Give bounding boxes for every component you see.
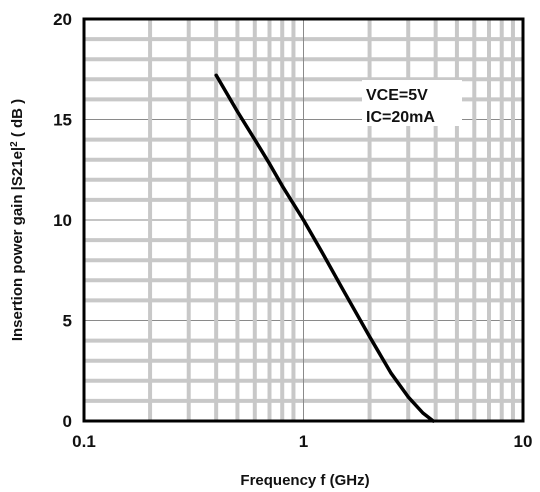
y-axis-label-unit: ( dB ) xyxy=(9,99,26,142)
y-tick-label: 15 xyxy=(53,111,72,130)
tick-labels: 0.1 1 10 0 5 10 15 20 xyxy=(53,10,532,451)
y-tick-label: 0 xyxy=(63,412,72,431)
series-layer xyxy=(214,73,435,423)
y-axis-label-sup: 2 xyxy=(9,141,20,147)
x-axis-label: Frequency f (GHz) xyxy=(240,472,369,489)
y-tick-label: 20 xyxy=(53,10,72,29)
y-tick-label: 10 xyxy=(53,211,72,230)
annotation-vce: VCE=5V xyxy=(366,87,428,104)
series-line xyxy=(214,73,435,423)
y-axis-label-main: Insertion power gain |S21e| xyxy=(9,147,26,341)
plot-frame xyxy=(82,17,525,423)
y-axis-label: Insertion power gain |S21e|2 ( dB ) xyxy=(9,99,27,341)
annotation-ic: IC=20mA xyxy=(366,109,435,126)
x-tick-label: 1 xyxy=(299,432,308,451)
annotation-box: VCE=5V IC=20mA xyxy=(362,80,462,126)
x-tick-label: 0.1 xyxy=(72,432,96,451)
y-tick-label: 5 xyxy=(63,312,72,331)
x-tick-label: 10 xyxy=(514,432,533,451)
grid xyxy=(84,19,523,421)
